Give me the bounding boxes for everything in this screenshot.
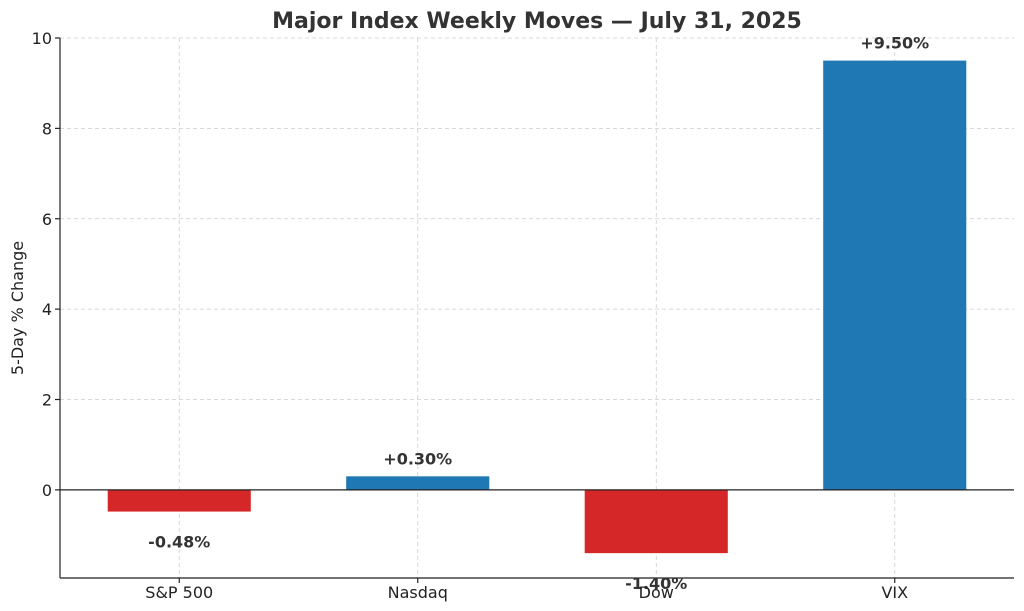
y-tick-label: 8 xyxy=(42,119,52,138)
bar-nasdaq xyxy=(346,476,490,490)
x-tick-label: Dow xyxy=(639,583,674,602)
bar-s-p-500 xyxy=(107,489,251,512)
bar-dow xyxy=(584,489,728,554)
bar-vix xyxy=(823,60,967,490)
y-tick-label: 2 xyxy=(42,391,52,410)
data-label: +9.50% xyxy=(860,34,929,53)
x-tick-label: VIX xyxy=(881,583,908,602)
y-tick-label: 10 xyxy=(32,29,52,48)
y-tick-label: 4 xyxy=(42,300,52,319)
data-label: +0.30% xyxy=(383,449,452,468)
x-tick-label: Nasdaq xyxy=(388,583,448,602)
y-tick-label: 6 xyxy=(42,210,52,229)
x-tick-label: S&P 500 xyxy=(145,583,213,602)
y-axis-label: 5-Day % Change xyxy=(8,241,27,375)
axes xyxy=(55,37,1014,583)
labels: 0 2 4 6 8 10 -0.48% +0.30% -1.40% +9.50% S&P 500 Na… xyxy=(32,29,930,602)
data-label: -0.48% xyxy=(148,533,210,552)
data-label: -1.40% xyxy=(625,574,687,593)
y-tick-label: 0 xyxy=(42,481,52,500)
chart-title: Major Index Weekly Moves — July 31, 2025 xyxy=(272,9,802,34)
bars xyxy=(107,60,967,554)
